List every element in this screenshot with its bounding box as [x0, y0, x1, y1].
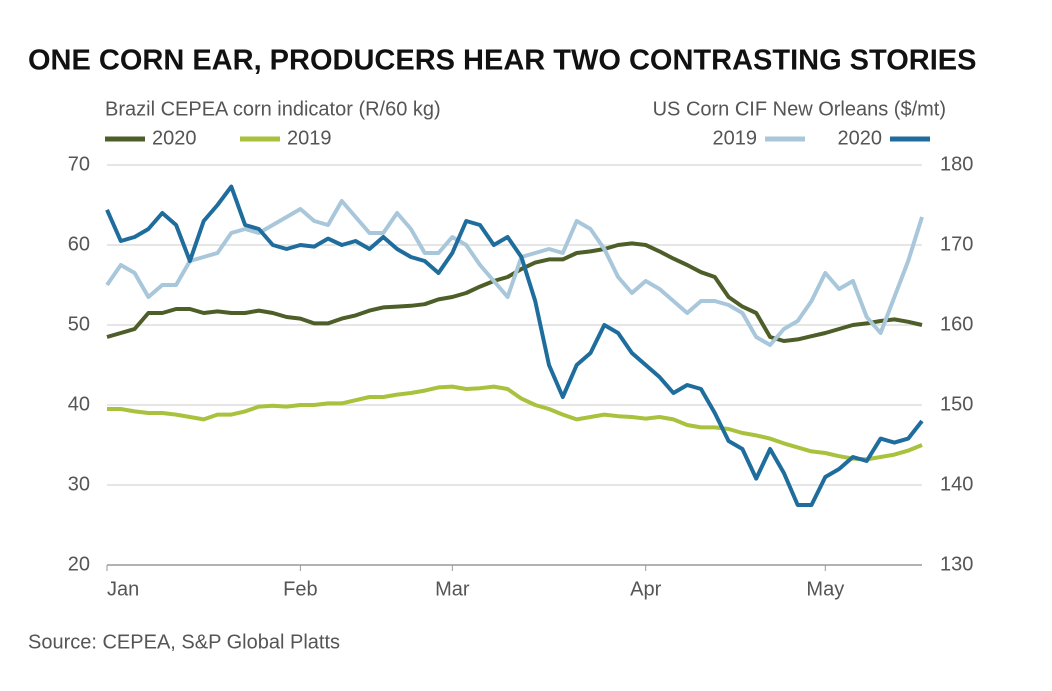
- y2-tick-label: 180: [940, 153, 973, 175]
- y2-tick-label: 140: [940, 473, 973, 495]
- chart-title: ONE CORN EAR, PRODUCERS HEAR TWO CONTRAS…: [28, 45, 976, 77]
- y2-tick-label: 170: [940, 233, 973, 255]
- source-note: Source: CEPEA, S&P Global Platts: [28, 631, 340, 653]
- x-tick-label: Feb: [283, 578, 317, 600]
- legend-label: 2019: [713, 127, 758, 149]
- y2-tick-label: 160: [940, 313, 973, 335]
- x-tick-label: Apr: [630, 578, 661, 600]
- y-tick-label: 50: [68, 313, 90, 335]
- line-series: [105, 199, 924, 347]
- line-series: [105, 184, 924, 507]
- y-tick-label: 40: [68, 393, 90, 415]
- y2-tick-label: 150: [940, 393, 973, 415]
- y-axis-label: Brazil CEPEA corn indicator (R/60 kg): [105, 98, 441, 120]
- y-tick-label: 30: [68, 473, 90, 495]
- line-series: [107, 384, 923, 462]
- y2-axis-label: US Corn CIF New Orleans ($/mt): [653, 98, 946, 120]
- x-tick-label: Mar: [435, 578, 470, 600]
- x-tick-label: May: [806, 578, 844, 600]
- legend-label: 2020: [838, 127, 883, 149]
- y2-tick-label: 130: [940, 553, 973, 575]
- y-tick-label: 70: [68, 153, 90, 175]
- legend-label: 2020: [152, 127, 197, 149]
- y-tick-label: 60: [68, 233, 90, 255]
- y-tick-label: 20: [68, 553, 90, 575]
- legend-label: 2019: [287, 127, 332, 149]
- x-tick-label: Jan: [107, 578, 139, 600]
